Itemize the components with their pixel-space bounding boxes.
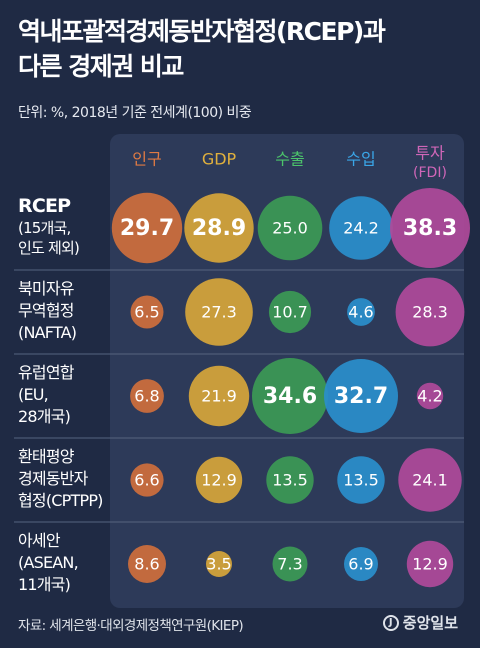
bubble-population: [130, 295, 164, 329]
value-label-population: 6.5: [134, 303, 159, 322]
bubble-import: [337, 456, 385, 504]
row-label: 유럽연합 (EU, 28개국): [18, 362, 74, 428]
bubble-export: [252, 358, 328, 434]
row-label-sub: 경제동반자: [18, 469, 88, 488]
unit-note: 단위: %, 2018년 기준 전세계(100) 비중: [18, 105, 252, 121]
value-label-investment: 4.2: [417, 387, 442, 406]
logo-text: 중앙일보: [402, 614, 458, 632]
value-label-gdp: 27.3: [201, 303, 237, 322]
row-label: RCEP (15개국, 인도 제외): [18, 194, 80, 258]
bubble-population: [111, 192, 183, 264]
value-label-import: 6.9: [348, 555, 373, 574]
bubble-gdp: [188, 365, 250, 427]
row-label-sub: (EU,: [18, 385, 49, 404]
value-label-export: 10.7: [272, 303, 308, 322]
row-label-sub: (15개국,: [18, 219, 71, 237]
value-label-export: 25.0: [272, 219, 308, 238]
row-label-sub: (NAFTA): [18, 323, 77, 342]
bubble-population: [130, 463, 164, 497]
row-label-sub: 인도 제외): [18, 239, 80, 257]
bubble-export: [257, 195, 323, 261]
column-header-investment: 투자: [415, 144, 445, 163]
bubble-population: [128, 545, 166, 583]
row-label-name: 아세안: [18, 531, 61, 550]
bubble-investment: [398, 448, 462, 512]
title-line-2: 다른 경제권 비교: [18, 52, 184, 81]
value-label-investment: 24.1: [412, 471, 448, 490]
bubble-import: [329, 196, 393, 260]
bubble-population: [130, 379, 164, 413]
row-label-sub: 협정(CPTPP): [18, 491, 103, 510]
bubble-gdp: [195, 456, 243, 504]
value-label-population: 8.6: [134, 555, 159, 574]
bubble-investment: [395, 277, 465, 347]
value-label-export: 7.3: [277, 555, 302, 574]
bubble-export: [272, 546, 308, 582]
row-label-sub: (ASEAN,: [18, 553, 79, 572]
row-label-sub: 무역협정: [18, 301, 74, 320]
column-header-export: 수출: [275, 150, 304, 169]
column-subheader-investment: (FDI): [413, 165, 447, 181]
row-label: 아세안 (ASEAN, 11개국): [18, 530, 79, 596]
value-label-population: 6.8: [134, 387, 159, 406]
row-label-name: 북미자유: [18, 279, 74, 298]
value-label-investment: 12.9: [412, 555, 448, 574]
value-label-import: 24.2: [343, 219, 379, 238]
column-header-gdp: GDP: [202, 150, 237, 169]
value-label-gdp: 28.9: [192, 216, 246, 241]
value-label-gdp: 3.5: [206, 555, 231, 574]
value-label-export: 13.5: [272, 471, 308, 490]
row-label-name: 환태평양: [18, 447, 74, 466]
bubble-investment: [406, 540, 454, 588]
bubble-gdp: [185, 278, 253, 346]
row-label-sub: 28개국): [18, 407, 71, 426]
bubble-investment: [416, 382, 444, 410]
value-label-investment: 28.3: [412, 303, 448, 322]
value-label-import: 32.7: [334, 384, 388, 409]
bubble-gdp: [184, 193, 254, 263]
bubble-investment: [390, 188, 470, 268]
value-label-export: 34.6: [263, 384, 317, 409]
title-line-1: 역내포괄적경제동반자협정(RCEP)과: [18, 17, 386, 46]
logo-mark-icon: J: [382, 614, 399, 631]
column-header-import: 수입: [346, 150, 375, 169]
bubble-import: [344, 547, 378, 581]
publisher-logo: J 중앙일보: [382, 612, 458, 633]
bubble-gdp: [206, 551, 232, 577]
bubble-export: [268, 290, 312, 334]
value-label-import: 13.5: [343, 471, 379, 490]
row-label-name: 유럽연합: [18, 363, 74, 382]
row-label-sub: 11개국): [18, 575, 71, 594]
value-label-population: 6.6: [134, 471, 159, 490]
value-label-population: 29.7: [120, 216, 174, 241]
page-title: 역내포괄적경제동반자협정(RCEP)과 다른 경제권 비교: [18, 14, 468, 84]
source-note: 자료: 세계은행·대외경제정책연구원(KIEP): [18, 618, 244, 634]
bubble-import: [324, 359, 398, 433]
column-header-population: 인구: [132, 150, 161, 169]
bubble-import: [347, 298, 375, 326]
row-label-name: RCEP: [18, 195, 71, 217]
value-label-gdp: 21.9: [201, 387, 237, 406]
value-label-gdp: 12.9: [201, 471, 237, 490]
value-label-investment: 38.3: [403, 216, 457, 241]
value-label-import: 4.6: [348, 303, 373, 322]
bubble-export: [266, 456, 314, 504]
